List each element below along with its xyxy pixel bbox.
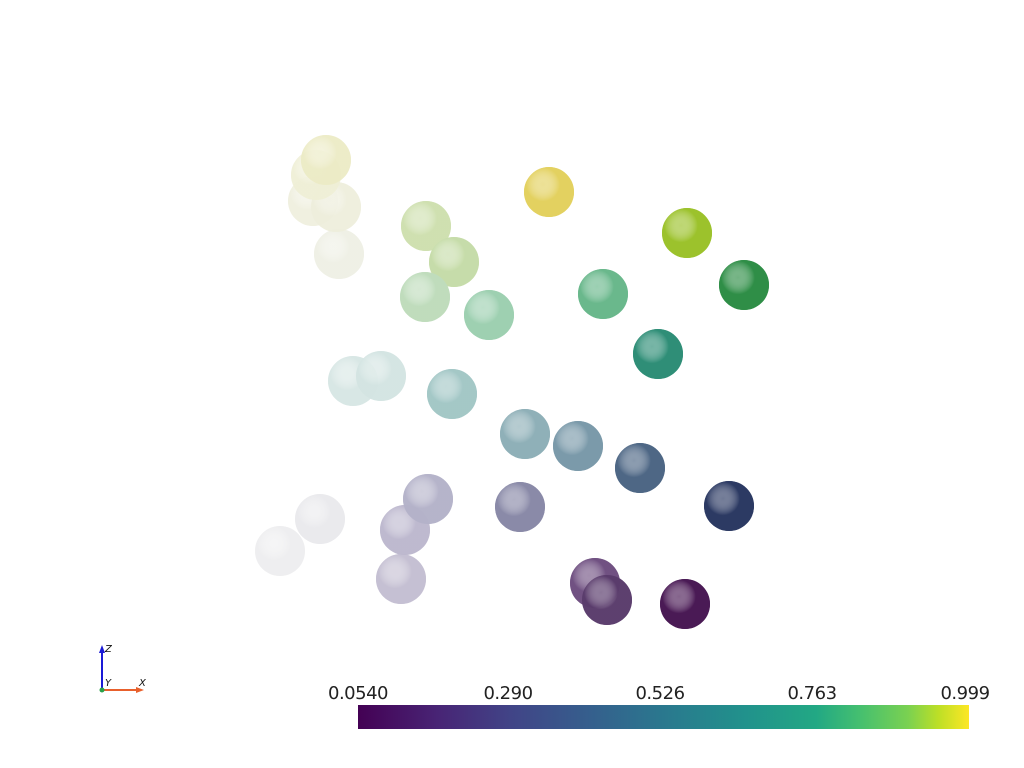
scalar-bar-tick-label: 0.526	[635, 683, 685, 704]
scalar-bar-tick-label: 0.763	[787, 683, 837, 704]
sphere-shading	[401, 201, 451, 251]
sphere-shading	[255, 526, 305, 576]
sphere-shading	[429, 237, 479, 287]
sphere-shading	[314, 229, 364, 279]
sphere-scene	[255, 135, 769, 629]
sphere-shading	[295, 494, 345, 544]
scalar-bar	[358, 705, 969, 729]
sphere-shading	[376, 554, 426, 604]
y-axis-label: Y	[105, 678, 112, 689]
sphere-shading	[615, 443, 665, 493]
scalar-bar-gradient	[358, 705, 969, 729]
orientation-axes: Z Y X	[99, 644, 147, 693]
sphere-shading	[704, 481, 754, 531]
sphere-shading	[662, 208, 712, 258]
sphere-shading	[403, 474, 453, 524]
sphere-shading	[582, 575, 632, 625]
scalar-bar-tick-label: 0.999	[940, 683, 990, 704]
sphere-shading	[719, 260, 769, 310]
sphere-shading	[427, 369, 477, 419]
z-axis-arrow	[99, 645, 105, 653]
sphere-shading	[660, 579, 710, 629]
x-axis-arrow	[136, 687, 144, 693]
scalar-bar-tick-label: 0.290	[483, 683, 533, 704]
sphere-shading	[301, 135, 351, 185]
z-axis-label: Z	[104, 644, 113, 655]
sphere-shading	[495, 482, 545, 532]
sphere-shading	[500, 409, 550, 459]
sphere-shading	[356, 351, 406, 401]
sphere-shading	[400, 272, 450, 322]
sphere-shading	[633, 329, 683, 379]
sphere-shading	[464, 290, 514, 340]
x-axis-label: X	[138, 678, 147, 689]
sphere-shading	[553, 421, 603, 471]
sphere-shading	[524, 167, 574, 217]
y-axis-dot	[99, 687, 105, 693]
sphere-shading	[578, 269, 628, 319]
scalar-bar-tick-label: 0.0540	[328, 683, 388, 704]
